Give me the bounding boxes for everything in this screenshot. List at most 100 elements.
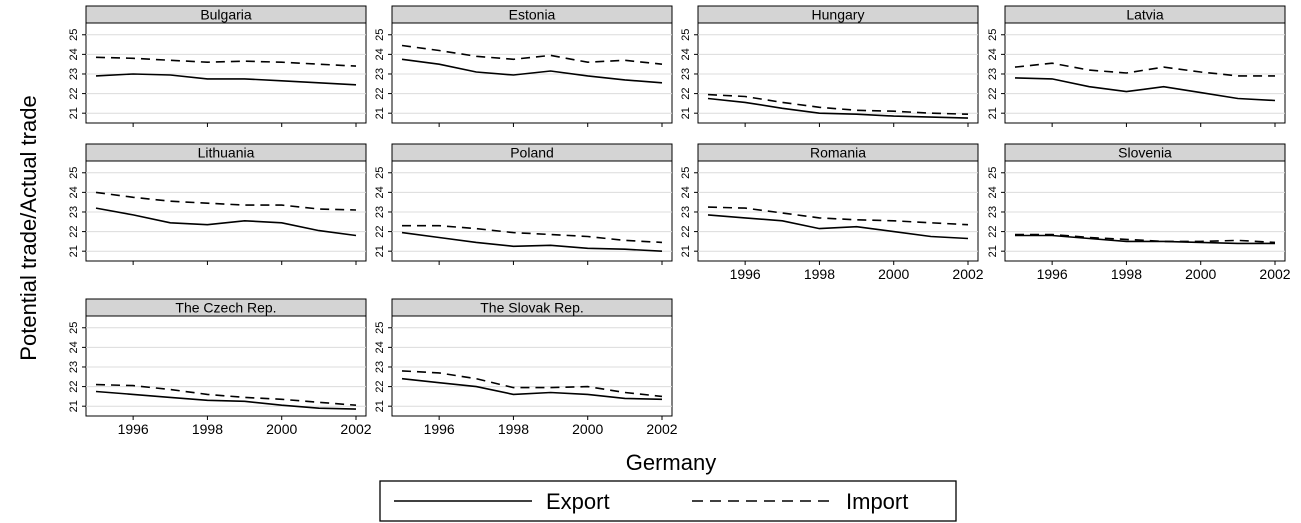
legend-import-label: Import [846,489,908,514]
series-export-line [95,207,357,237]
legend-export-label: Export [546,489,610,514]
y-tick-label: 25 [68,29,80,41]
series-import-line [95,56,357,67]
y-tick-label: 25 [68,322,80,334]
series-export-line [1015,234,1275,245]
panel-title: Slovenia [1118,145,1172,161]
y-tick-label: 23 [680,68,692,80]
y-tick-label: 22 [68,87,80,99]
series-export-line [707,97,969,119]
x-tick-label: 1998 [498,421,529,437]
y-tick-label: 23 [374,206,386,218]
series-export-line [95,390,357,410]
y-tick-label: 22 [987,225,999,237]
y-tick-label: 25 [680,167,692,179]
series-import-line [95,383,357,406]
x-tick-label: 2002 [1259,266,1290,282]
series-import-line [1015,233,1276,244]
panel-estonia: Estonia 21 22 23 24 25 [374,5,673,127]
panels: Bulgaria2122232425Estonia2122232425Hunga… [68,5,1291,437]
x-tick-label: 2000 [572,421,603,437]
x-tick-label: 2002 [340,421,371,437]
y-tick-label: 21 [374,107,386,119]
plot-area [85,315,367,417]
panel-bulgaria: Bulgaria 21 22 23 24 25 [68,5,367,127]
y-tick-label: 22 [68,225,80,237]
series-import-line [1014,62,1275,77]
y-tick-label: 25 [680,29,692,41]
plot-area [697,160,979,262]
series-import-line [707,93,969,115]
series-import-line [401,44,663,65]
y-tick-label: 21 [68,400,80,412]
y-axis-title: Potential trade/Actual trade [16,95,41,360]
y-tick-label: 22 [374,225,386,237]
y-tick-label: 22 [680,225,692,237]
y-tick-label: 24 [680,186,692,198]
series-export-line [1014,77,1276,102]
panel-title: Poland [510,145,554,161]
panel-slovenia: Slovenia 21 22 23 24 25 1996 1998 2000 2002 [987,143,1291,282]
y-tick-label: 23 [374,361,386,373]
series-export-line [401,377,663,401]
x-tick-label: 1998 [804,266,835,282]
panel-hungary: Hungary 21 22 23 24 25 [680,5,979,127]
x-tick-label: 1998 [192,421,223,437]
y-tick-label: 22 [68,380,80,392]
y-tick-label: 22 [680,87,692,99]
panel-title: Hungary [812,7,865,23]
panel-the-czech-rep: The Czech Rep. 21 22 23 24 25 1996 1998 2000 2002 [68,298,372,437]
x-tick-label: 1996 [1037,266,1068,282]
y-tick-label: 23 [68,361,80,373]
y-tick-label: 22 [374,87,386,99]
y-tick-label: 24 [68,186,80,198]
x-tick-label: 1996 [730,266,761,282]
series-export-line [95,73,357,86]
y-tick-label: 24 [374,48,386,60]
y-tick-label: 21 [68,107,80,119]
plot-area [697,22,979,124]
y-tick-label: 25 [374,167,386,179]
y-tick-label: 21 [374,245,386,257]
y-tick-label: 25 [374,322,386,334]
y-tick-label: 24 [987,186,999,198]
y-tick-label: 25 [68,167,80,179]
series-import-line [401,370,663,398]
y-tick-label: 24 [680,48,692,60]
plot-area [1004,22,1286,124]
y-tick-label: 22 [987,87,999,99]
panel-romania: Romania 21 22 23 24 25 1996 1998 2000 2002 [680,143,984,282]
y-tick-label: 25 [987,167,999,179]
series-export-line [707,214,969,240]
plot-area [85,160,367,262]
plot-area [85,22,367,124]
x-tick-label: 1996 [424,421,455,437]
y-tick-label: 21 [987,107,999,119]
panel-title: The Czech Rep. [175,300,276,316]
y-tick-label: 22 [374,380,386,392]
panel-latvia: Latvia 21 22 23 24 25 [987,5,1286,127]
series-export-line [401,58,663,84]
y-tick-label: 24 [374,186,386,198]
y-tick-label: 25 [987,29,999,41]
y-tick-label: 21 [987,245,999,257]
y-tick-label: 21 [680,107,692,119]
plot-area [391,315,673,417]
y-tick-label: 23 [987,206,999,218]
series-import-line [95,191,357,211]
plot-area [391,160,673,262]
panel-poland: Poland 21 22 23 24 25 [374,143,673,265]
x-tick-label: 2002 [646,421,677,437]
y-tick-label: 24 [68,341,80,353]
y-tick-label: 24 [374,341,386,353]
x-axis-title: Germany [626,450,716,475]
plot-area [1004,160,1286,262]
y-tick-label: 23 [987,68,999,80]
x-tick-label: 2000 [1185,266,1216,282]
x-tick-label: 1998 [1111,266,1142,282]
panel-title: Estonia [509,7,556,23]
y-tick-label: 24 [987,48,999,60]
y-tick-label: 24 [68,48,80,60]
x-tick-label: 2002 [952,266,983,282]
